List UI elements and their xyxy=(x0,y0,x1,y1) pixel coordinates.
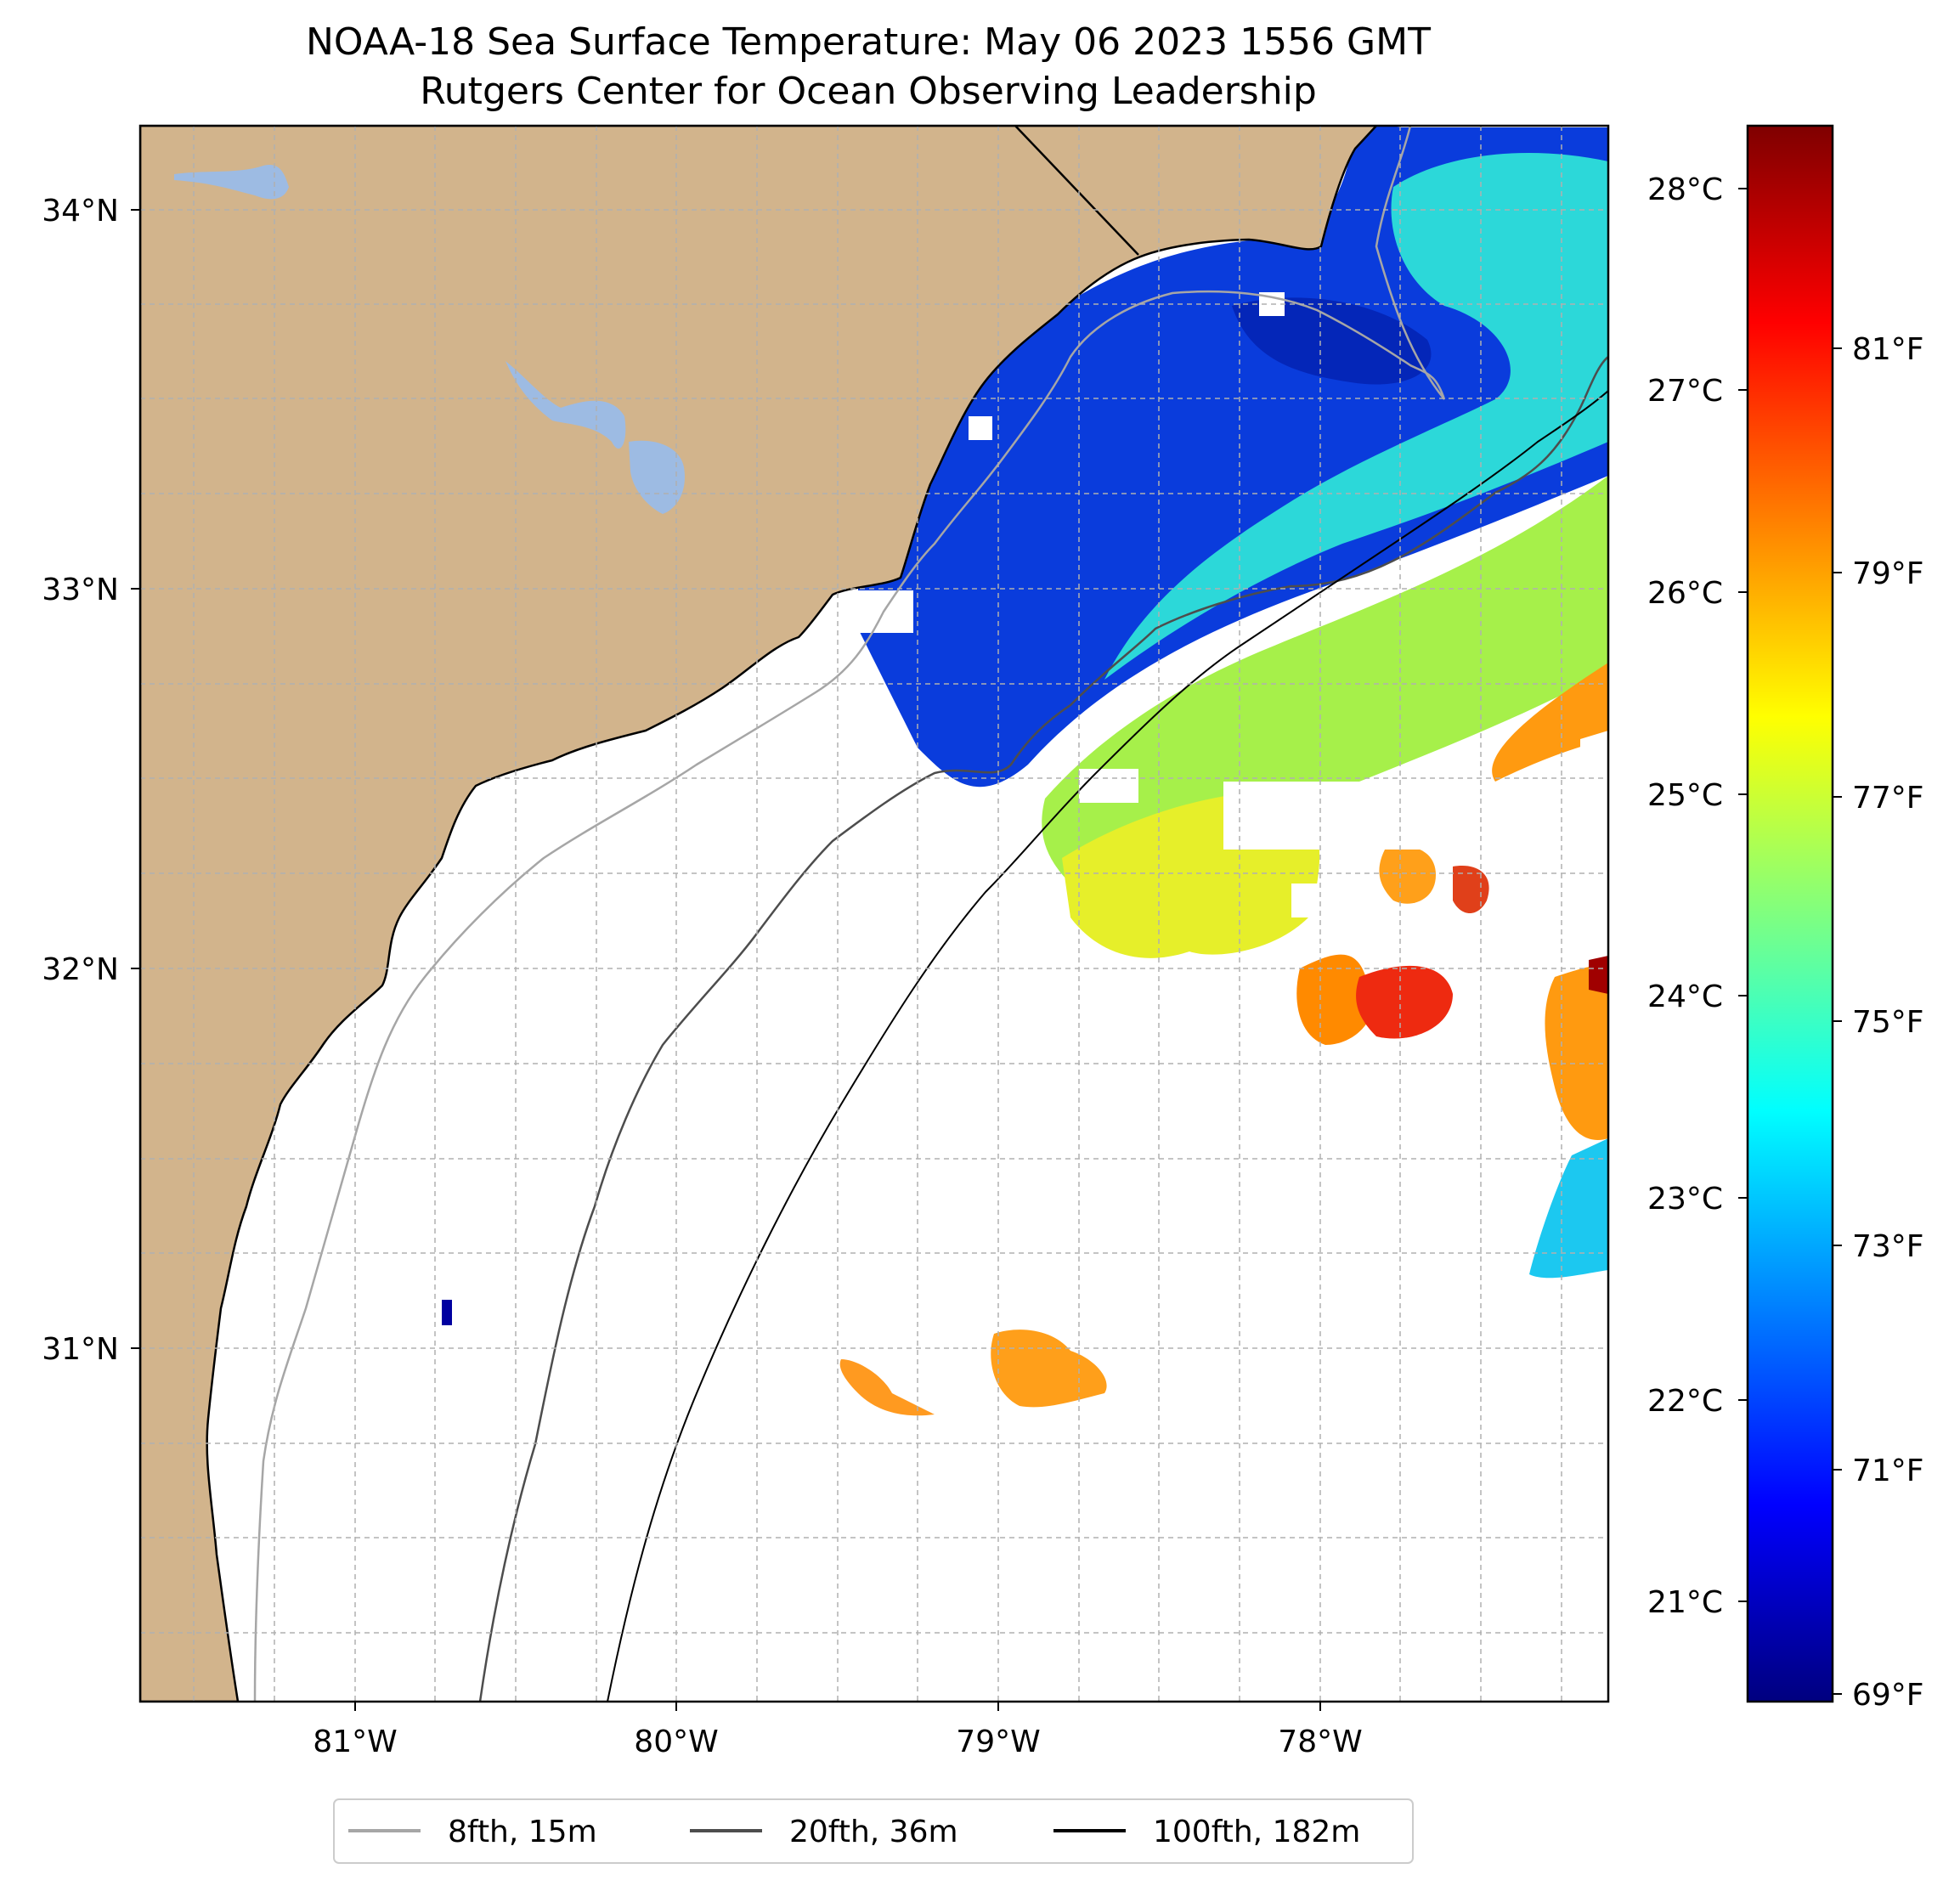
colorbar-label-27c: 27°C xyxy=(1647,374,1723,409)
state-border xyxy=(1014,126,1139,256)
sst-field-darkred-patch xyxy=(1589,956,1608,994)
colorbar-fahrenheit-ticks xyxy=(1833,347,1842,1695)
colorbar-label-26c: 26°C xyxy=(1647,576,1723,611)
colorbar-label-77f: 77°F xyxy=(1852,781,1924,816)
map-panel xyxy=(140,126,1608,1702)
land-mass xyxy=(140,126,1378,1702)
lake-north xyxy=(174,165,289,200)
sst-field-orange-patch-3 xyxy=(1379,846,1436,904)
map-frame xyxy=(138,124,1610,1703)
colorbar-label-23c: 23°C xyxy=(1647,1182,1723,1217)
colorbar-label-21c: 21°C xyxy=(1647,1585,1723,1620)
colorbar-label-79f: 79°F xyxy=(1852,556,1924,591)
lon-tick-label-81w: 81°W xyxy=(313,1725,397,1759)
sst-field-orange-east xyxy=(1492,663,1608,782)
colorbar-label-28c: 28°C xyxy=(1647,172,1723,207)
sst-field-orange-patch-2 xyxy=(1545,964,1608,1140)
cloud-gap-1 xyxy=(1079,769,1138,803)
lake-marion xyxy=(506,361,626,449)
sst-field-red-patch-2 xyxy=(1453,866,1489,913)
lat-tick-label-32n: 32°N xyxy=(42,952,119,987)
contour-20fth xyxy=(478,356,1608,1702)
lake-moultrie xyxy=(629,440,685,514)
colorbar-label-22c: 22°C xyxy=(1647,1384,1723,1419)
colorbar-celsius-ticks xyxy=(1738,188,1748,1602)
cloud-gap-4 xyxy=(837,590,913,633)
sst-blob-east xyxy=(991,1330,1107,1408)
gridlines xyxy=(140,126,1608,1702)
sst-field-orange-patch-1 xyxy=(1296,954,1374,1045)
colorbar-label-24c: 24°C xyxy=(1647,980,1723,1014)
legend-label-100fth: 100fth, 182m xyxy=(1153,1815,1360,1849)
sst-field-cyan xyxy=(1104,153,1608,680)
cloud-gap-3 xyxy=(1291,884,1351,917)
lat-tick-label-31n: 31°N xyxy=(42,1332,119,1367)
lon-tick-label-78w: 78°W xyxy=(1278,1725,1362,1759)
lon-tick-label-79w: 79°W xyxy=(956,1725,1040,1759)
cloud-gap-7 xyxy=(1495,731,1608,968)
sst-speck-west xyxy=(442,1300,452,1325)
colorbar-label-81f: 81°F xyxy=(1852,332,1924,367)
sst-field-cold xyxy=(858,126,1608,788)
sst-blob-west xyxy=(839,1359,935,1416)
title-line-1: NOAA-18 Sea Surface Temperature: May 06 … xyxy=(306,20,1431,64)
cloud-gap-5 xyxy=(969,416,992,440)
lat-tick-label-33n: 33°N xyxy=(42,573,119,607)
lon-tick-label-80w: 80°W xyxy=(634,1725,718,1759)
legend: 8fth, 15m 20fth, 36m 100fth, 182m xyxy=(333,1798,1414,1864)
colorbar-gradient xyxy=(1746,124,1834,1703)
cloud-gap-2 xyxy=(1223,782,1444,850)
axis-ticks xyxy=(131,209,1321,1711)
colorbar-label-69f: 69°F xyxy=(1852,1678,1924,1713)
sst-field-cyan-south xyxy=(1529,1138,1608,1279)
sst-field-dark xyxy=(1232,297,1432,385)
legend-box xyxy=(333,1798,1414,1864)
colorbar-label-71f: 71°F xyxy=(1852,1454,1924,1488)
contour-8fth xyxy=(253,126,1446,1702)
colorbar-label-25c: 25°C xyxy=(1647,778,1723,813)
legend-label-20fth: 20fth, 36m xyxy=(789,1815,958,1849)
lat-tick-label-34n: 34°N xyxy=(42,194,119,229)
colorbar-label-75f: 75°F xyxy=(1852,1005,1924,1040)
legend-label-8fth: 8fth, 15m xyxy=(448,1815,597,1849)
sst-field-green xyxy=(1042,476,1608,900)
title-line-2: Rutgers Center for Ocean Observing Leade… xyxy=(420,70,1317,113)
contour-100fth xyxy=(607,390,1608,1702)
sst-field-red-patch-1 xyxy=(1356,965,1453,1039)
colorbar-label-73f: 73°F xyxy=(1852,1229,1924,1264)
